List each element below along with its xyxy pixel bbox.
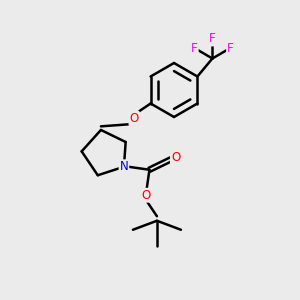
Text: F: F xyxy=(227,41,234,55)
Text: F: F xyxy=(191,41,198,55)
Text: O: O xyxy=(142,189,151,202)
Text: N: N xyxy=(120,160,128,173)
Text: O: O xyxy=(130,112,139,125)
Text: O: O xyxy=(171,151,180,164)
Text: F: F xyxy=(209,32,216,46)
